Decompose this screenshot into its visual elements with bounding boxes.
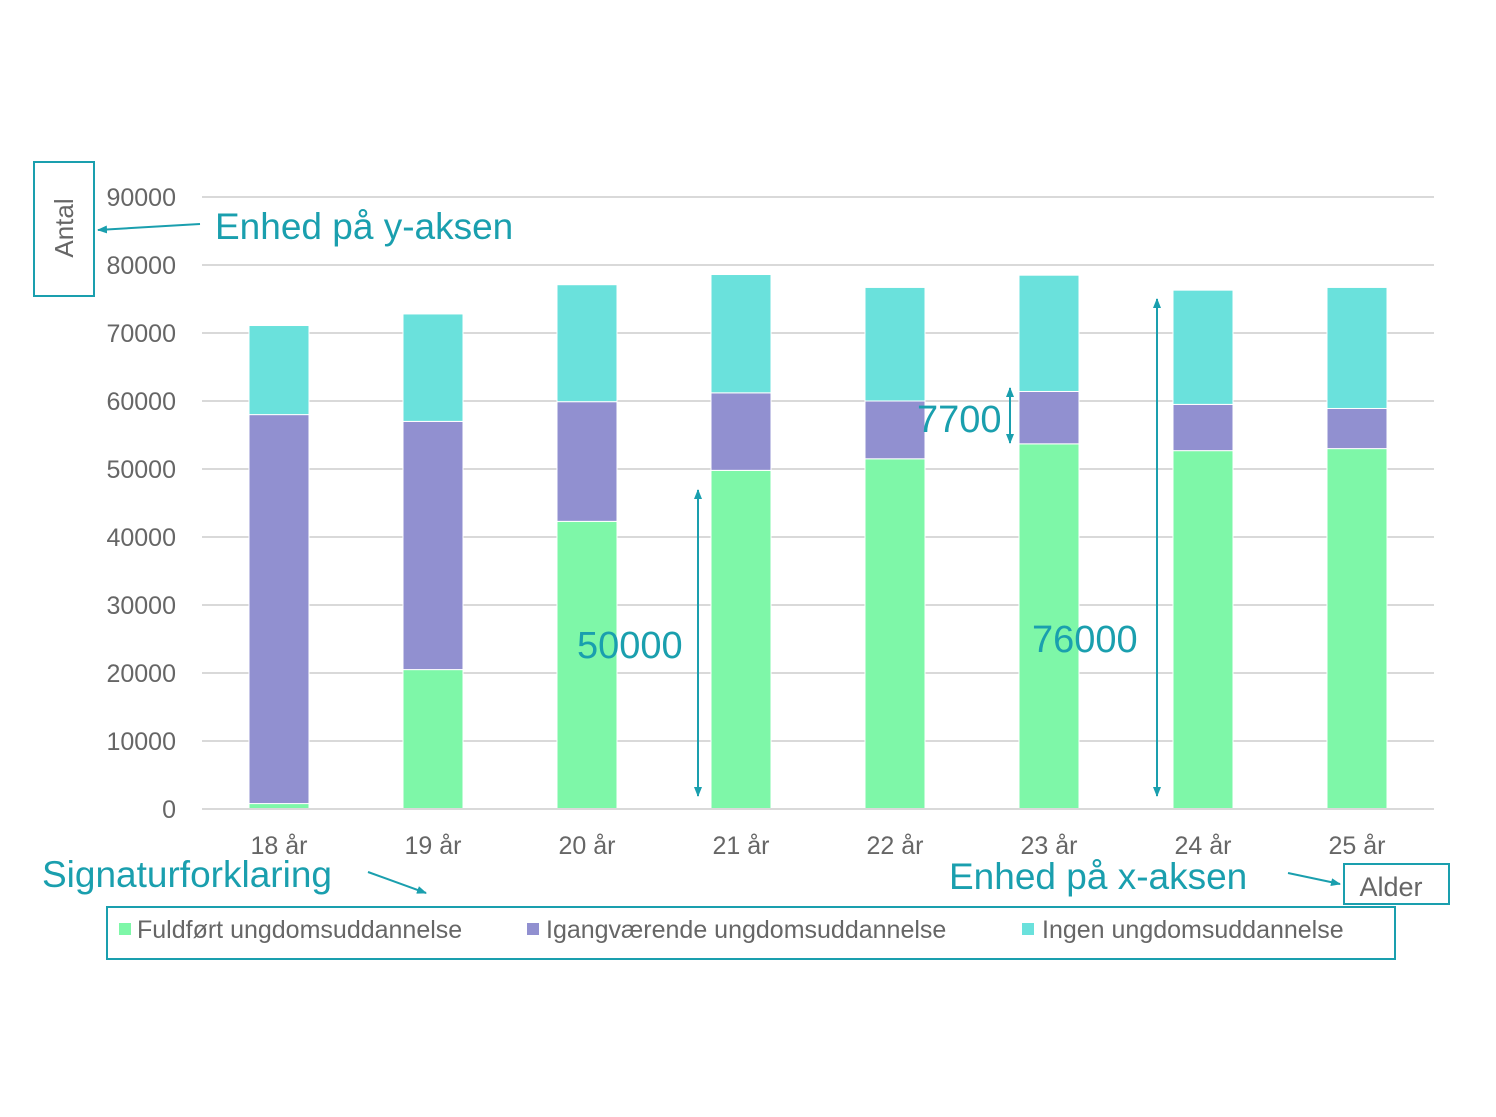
legend-item: Igangværende ungdomsuddannelse <box>527 916 946 944</box>
bar-segment <box>556 520 618 810</box>
y-axis-title: Antal <box>49 198 79 257</box>
bar-segment <box>710 274 772 394</box>
legend-box <box>106 906 1396 960</box>
y-tick-label: 0 <box>162 796 176 824</box>
legend-label: Fuldført ungdomsuddannelse <box>137 916 462 944</box>
y-axis-title-box <box>33 161 95 297</box>
y-tick-label: 20000 <box>106 660 176 688</box>
bar-segment <box>1172 289 1234 405</box>
y-unit-arrow <box>97 223 201 234</box>
x-axis-title: Alder <box>1359 872 1422 902</box>
y-tick-label: 80000 <box>106 252 176 280</box>
bar-segment <box>402 420 464 671</box>
bar-segment <box>1018 443 1080 810</box>
bar-segment <box>1018 274 1080 392</box>
legend-label: Ingen ungdomsuddannelse <box>1042 916 1344 944</box>
measure-76000-label: 76000 <box>1032 619 1138 661</box>
bar-segment <box>248 325 310 416</box>
legend-item: Fuldført ungdomsuddannelse <box>119 916 462 944</box>
bar-segment <box>1172 450 1234 810</box>
gridlines <box>202 196 1434 810</box>
bar-segment <box>1326 407 1388 450</box>
y-tick-label: 60000 <box>106 388 176 416</box>
x-tick-label: 24 år <box>1175 832 1232 860</box>
y-unit-callout: Enhed på y-aksen <box>215 206 513 247</box>
bar-segment <box>402 313 464 422</box>
y-tick-label: 50000 <box>106 456 176 484</box>
bar-segment <box>556 401 618 522</box>
legend-swatch <box>119 923 131 935</box>
legend-swatch <box>1022 923 1034 935</box>
bar-segment <box>1326 286 1388 409</box>
bar-segment <box>864 400 926 460</box>
legend-label: Igangværende ungdomsuddannelse <box>546 916 946 944</box>
bar-segment <box>402 669 464 810</box>
bar-segment <box>864 286 926 402</box>
x-unit-callout: Enhed på x-aksen <box>949 856 1247 897</box>
bar-segment <box>1326 448 1388 810</box>
bar-segment <box>864 458 926 810</box>
x-tick-label: 19 år <box>405 832 462 860</box>
x-unit-arrow <box>1287 872 1341 887</box>
x-tick-label: 22 år <box>867 832 924 860</box>
legend-arrow <box>367 871 427 894</box>
x-tick-label: 20 år <box>559 832 616 860</box>
axes: 0 10000 20000 30000 40000 50000 60000 70000 8000… <box>106 184 1434 860</box>
legend-item: Ingen ungdomsuddannelse <box>1022 916 1344 944</box>
x-tick-label: 21 år <box>713 832 770 860</box>
measure-50000-label: 50000 <box>577 625 683 667</box>
y-tick-label: 70000 <box>106 320 176 348</box>
bar-segment <box>556 284 618 403</box>
y-tick-label: 40000 <box>106 524 176 552</box>
bar-segment <box>710 392 772 471</box>
x-tick-label: 25 år <box>1329 832 1386 860</box>
x-axis-title-box <box>1343 863 1450 905</box>
bar-segment <box>1018 390 1080 445</box>
y-tick-label: 10000 <box>106 728 176 756</box>
y-tick-label: 30000 <box>106 592 176 620</box>
legend-swatch <box>527 923 539 935</box>
bar-segment <box>248 414 310 805</box>
legend-callout: Signaturforklaring <box>42 854 332 895</box>
y-tick-label: 90000 <box>106 184 176 212</box>
bars <box>248 274 1388 810</box>
x-tick-label: 23 år <box>1021 832 1078 860</box>
bar-segment <box>1172 403 1234 452</box>
measure-7700-label: 7700 <box>917 399 1002 441</box>
bar-segment <box>710 469 772 810</box>
x-tick-label: 18 år <box>251 832 308 860</box>
